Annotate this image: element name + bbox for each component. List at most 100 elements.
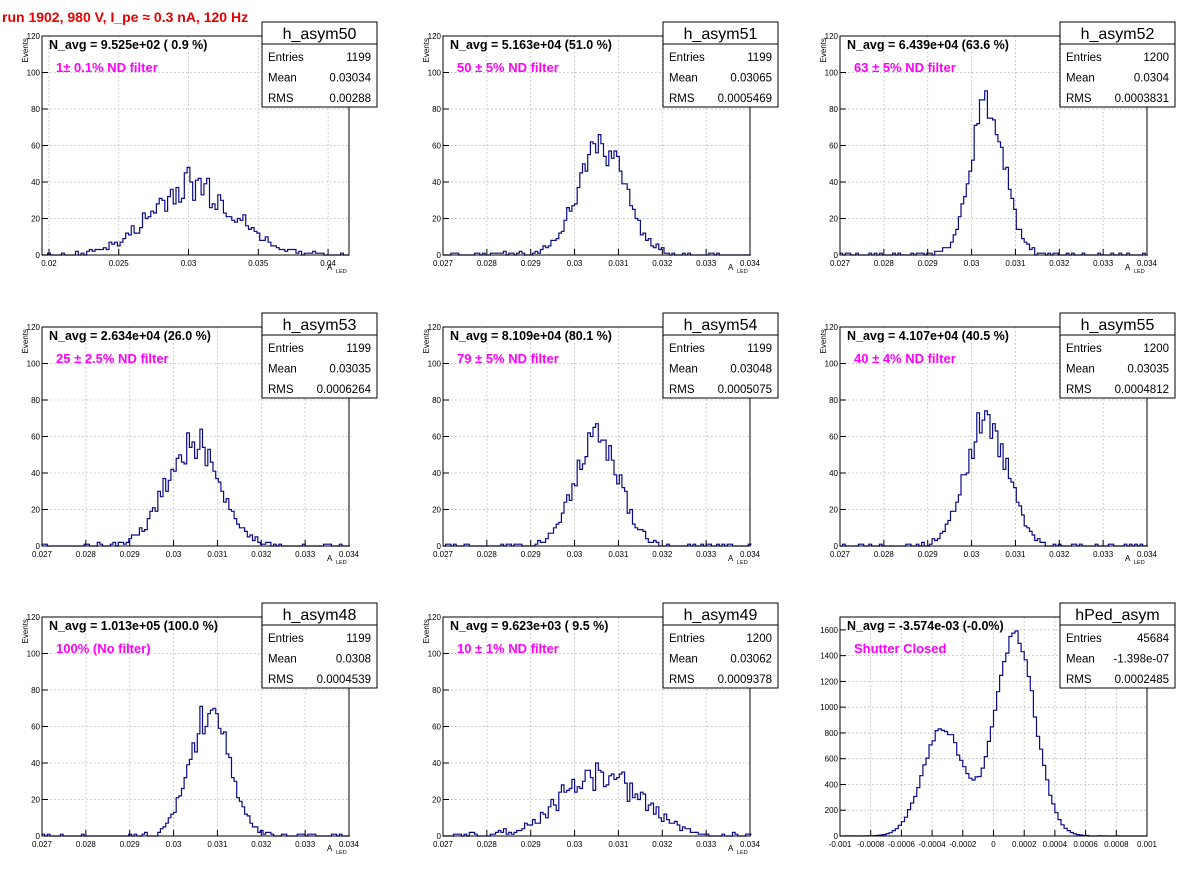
y-tick-label: 80 (31, 105, 40, 114)
x-tick-label: 0.029 (521, 550, 542, 559)
histogram-name: hPed_asym (1075, 607, 1160, 624)
stats-value: 45684 (1137, 633, 1170, 645)
stats-key: Mean (1066, 73, 1095, 85)
stats-value: 0.00288 (329, 93, 371, 105)
stats-value: 0.03062 (730, 654, 772, 666)
x-tick-label: 0.025 (109, 259, 130, 268)
y-tick-label: 40 (829, 178, 838, 187)
x-tick-label: 0.03 (567, 840, 583, 849)
x-tick-label: 0.027 (32, 840, 53, 849)
x-tick-label: 0.027 (433, 840, 454, 849)
y-tick-label: 20 (432, 506, 441, 515)
x-axis-label: A (327, 554, 333, 563)
histogram-series (840, 410, 1148, 547)
filter-label: 100% (No filter) (56, 641, 151, 656)
histogram-panel: 0.027 0.028 0.029 0.03 0.031 0.032 0.033 0.034 0… (21, 312, 378, 566)
stats-value: 1199 (346, 343, 371, 355)
x-tick-label: 0.031 (207, 840, 228, 849)
y-axis-label: Events (422, 619, 431, 643)
stats-key: Entries (1066, 343, 1102, 355)
x-tick-label: 0.001 (1137, 840, 1158, 849)
x-tick-label: 0.033 (696, 550, 717, 559)
stats-key: RMS (268, 384, 294, 396)
stats-value: 0.0004539 (317, 674, 371, 686)
x-tick-label: 0.032 (652, 259, 673, 268)
x-tick-label: -0.0004 (919, 840, 947, 849)
stats-value: 0.0009378 (718, 674, 772, 686)
stats-box (662, 43, 779, 108)
stats-key: Entries (1066, 52, 1102, 64)
x-tick-label: 0.029 (521, 840, 542, 849)
y-tick-label: 60 (432, 142, 441, 151)
y-tick-label: 80 (31, 686, 40, 695)
y-tick-label: 20 (432, 215, 441, 224)
stats-key: Mean (669, 73, 698, 85)
x-axis-label-subscript: LED (1134, 269, 1145, 275)
stats-box (261, 624, 378, 689)
x-tick-label: 0.032 (1049, 550, 1070, 559)
x-tick-label: 0.027 (830, 259, 851, 268)
x-tick-label: 0.03 (964, 259, 980, 268)
y-tick-label: 600 (825, 755, 839, 764)
y-axis-label: Events (21, 329, 30, 353)
n-avg-label: N_avg = 1.013e+05 (100.0 %) (49, 619, 218, 633)
x-tick-label: 0.02 (41, 259, 57, 268)
y-tick-label: 1600 (820, 626, 838, 635)
x-tick-label: 0.027 (830, 550, 851, 559)
stats-key: RMS (268, 93, 294, 105)
x-tick-label: 0.033 (696, 259, 717, 268)
x-tick-label: 0.027 (32, 550, 53, 559)
x-axis-label-subscript: LED (737, 560, 748, 566)
y-tick-label: 80 (829, 396, 838, 405)
y-tick-label: 120 (825, 32, 839, 41)
y-tick-label: 20 (829, 215, 838, 224)
x-tick-label: 0.0002 (1012, 840, 1037, 849)
stats-key: Mean (268, 654, 297, 666)
y-tick-label: 40 (31, 759, 40, 768)
x-tick-label: 0.028 (874, 550, 895, 559)
x-tick-label: -0.0006 (888, 840, 916, 849)
y-tick-label: 0 (36, 542, 41, 551)
stats-value: 1200 (1143, 52, 1169, 64)
y-tick-label: 100 (825, 69, 839, 78)
n-avg-label: N_avg = 2.634e+04 (26.0 %) (49, 329, 211, 343)
x-axis-label: A (1125, 263, 1131, 272)
y-axis-label: Events (422, 329, 431, 353)
stats-key: Entries (268, 52, 304, 64)
stats-key: RMS (669, 384, 695, 396)
histogram-name: h_asym51 (684, 26, 758, 43)
stats-key: Mean (669, 364, 698, 376)
y-tick-label: 120 (27, 32, 41, 41)
stats-key: Entries (669, 633, 705, 645)
histogram-series (840, 630, 1147, 837)
stats-key: RMS (268, 674, 294, 686)
histogram-panel: 0.027 0.028 0.029 0.03 0.031 0.032 0.033 0.034 0… (819, 312, 1176, 566)
x-tick-label: 0.034 (740, 840, 761, 849)
x-tick-label: 0.029 (918, 550, 939, 559)
filter-label: 79 ± 5% ND filter (457, 351, 559, 366)
stats-box (261, 43, 378, 108)
x-axis-label: A (728, 263, 734, 272)
x-tick-label: 0.032 (652, 550, 673, 559)
y-tick-label: 60 (31, 723, 40, 732)
x-tick-label: 0.029 (918, 259, 939, 268)
x-tick-label: 0.034 (339, 550, 360, 559)
x-tick-label: 0.04 (320, 259, 336, 268)
stats-value: 0.03048 (730, 364, 772, 376)
filter-label: 25 ± 2.5% ND filter (56, 351, 169, 366)
x-tick-label: 0.0004 (1043, 840, 1068, 849)
stats-key: RMS (669, 93, 695, 105)
stats-key: Mean (1066, 654, 1095, 666)
y-tick-label: 80 (829, 105, 838, 114)
histogram-name: h_asym52 (1081, 26, 1155, 43)
x-tick-label: 0.031 (1005, 550, 1026, 559)
stats-key: Entries (669, 343, 705, 355)
filter-label: 40 ± 4% ND filter (854, 351, 956, 366)
x-axis-label: A (327, 844, 333, 853)
x-tick-label: 0.027 (433, 259, 454, 268)
stats-key: Entries (669, 52, 705, 64)
stats-value: 1199 (346, 52, 371, 64)
y-tick-label: 20 (31, 796, 40, 805)
stats-value: 0.03034 (329, 73, 371, 85)
